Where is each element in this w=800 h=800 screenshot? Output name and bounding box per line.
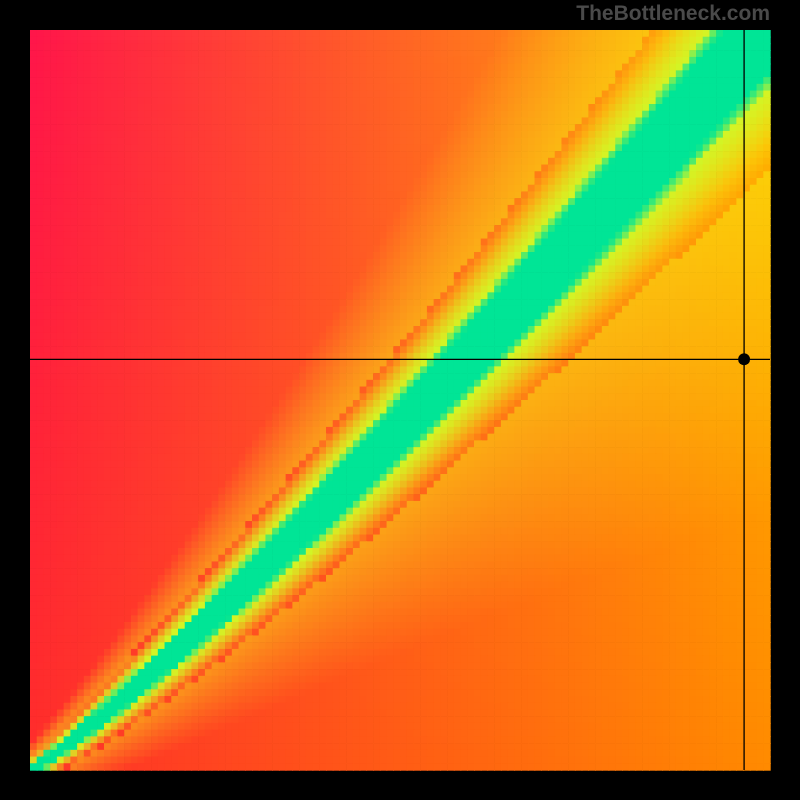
watermark-text: TheBottleneck.com xyxy=(576,2,770,26)
chart-container: TheBottleneck.com xyxy=(0,0,800,800)
heatmap-canvas xyxy=(0,0,800,800)
